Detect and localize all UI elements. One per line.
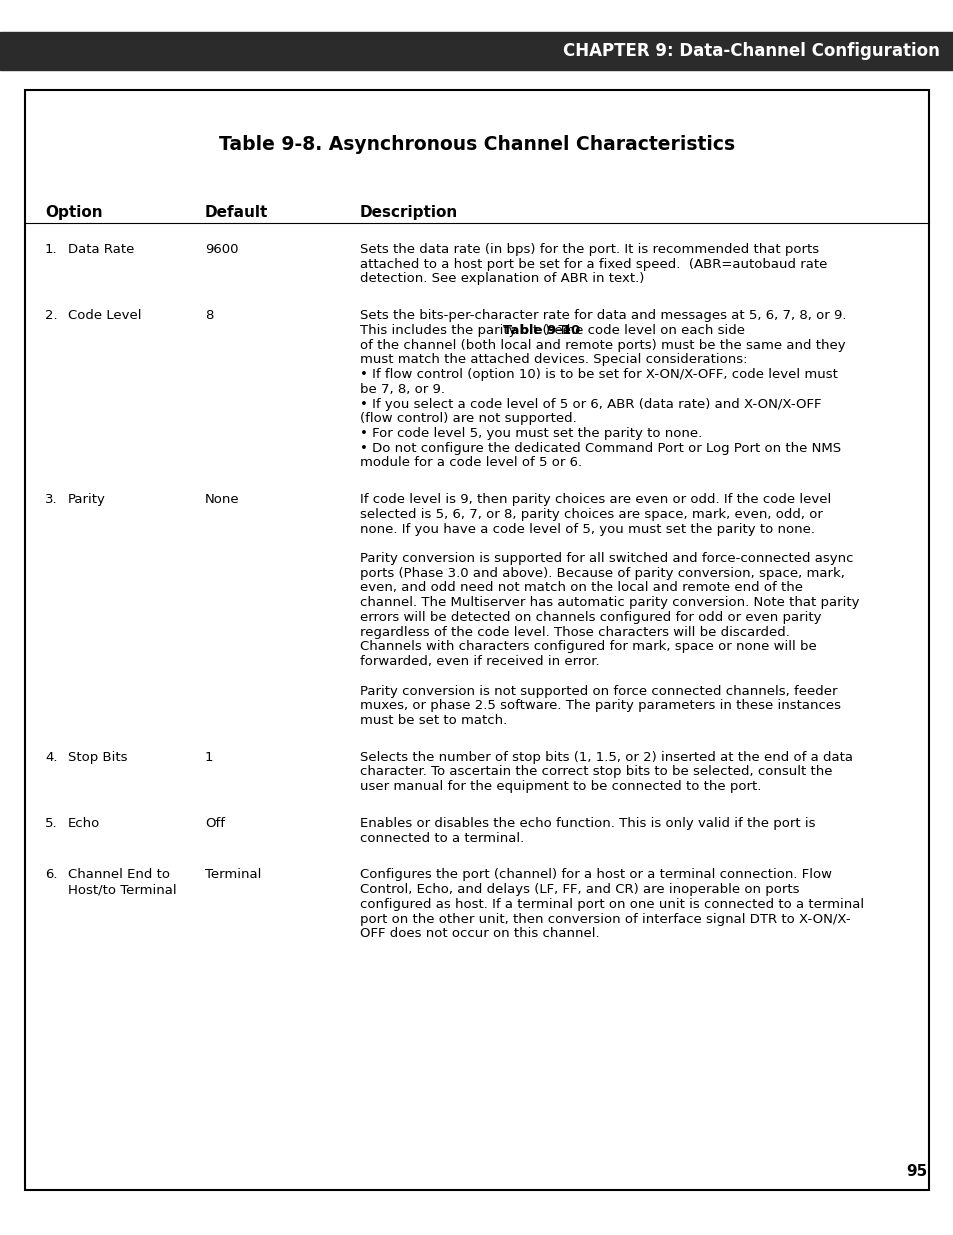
Text: channel. The Multiserver has automatic parity conversion. Note that parity: channel. The Multiserver has automatic p… xyxy=(359,597,859,609)
Text: Selects the number of stop bits (1, 1.5, or 2) inserted at the end of a data: Selects the number of stop bits (1, 1.5,… xyxy=(359,751,852,763)
Text: 3.: 3. xyxy=(45,493,57,506)
Text: Description: Description xyxy=(359,205,457,220)
Text: Table 9-8. Asynchronous Channel Characteristics: Table 9-8. Asynchronous Channel Characte… xyxy=(218,135,735,154)
Text: Stop Bits: Stop Bits xyxy=(68,751,128,763)
Text: Echo: Echo xyxy=(68,816,100,830)
Text: Code Level: Code Level xyxy=(68,309,141,322)
Text: (flow control) are not supported.: (flow control) are not supported. xyxy=(359,412,577,425)
Text: attached to a host port be set for a fixed speed.  (ABR=autobaud rate: attached to a host port be set for a fix… xyxy=(359,258,826,270)
Text: detection. See explanation of ABR in text.): detection. See explanation of ABR in tex… xyxy=(359,273,643,285)
Text: of the channel (both local and remote ports) must be the same and they: of the channel (both local and remote po… xyxy=(359,338,844,352)
Text: Channels with characters configured for mark, space or none will be: Channels with characters configured for … xyxy=(359,641,816,653)
Text: • For code level 5, you must set the parity to none.: • For code level 5, you must set the par… xyxy=(359,427,701,440)
Text: Sets the data rate (in bps) for the port. It is recommended that ports: Sets the data rate (in bps) for the port… xyxy=(359,243,819,256)
Text: errors will be detected on channels configured for odd or even parity: errors will be detected on channels conf… xyxy=(359,611,821,624)
Text: Parity conversion is supported for all switched and force-connected async: Parity conversion is supported for all s… xyxy=(359,552,853,566)
Text: Parity conversion is not supported on force connected channels, feeder: Parity conversion is not supported on fo… xyxy=(359,684,837,698)
Text: Enables or disables the echo function. This is only valid if the port is: Enables or disables the echo function. T… xyxy=(359,816,815,830)
Text: Off: Off xyxy=(205,816,225,830)
Text: connected to a terminal.: connected to a terminal. xyxy=(359,831,524,845)
Text: forwarded, even if received in error.: forwarded, even if received in error. xyxy=(359,655,599,668)
Text: OFF does not occur on this channel.: OFF does not occur on this channel. xyxy=(359,927,599,940)
Text: • If flow control (option 10) is to be set for X-ON/X-OFF, code level must: • If flow control (option 10) is to be s… xyxy=(359,368,837,382)
Text: Data Rate: Data Rate xyxy=(68,243,134,256)
Text: 2.: 2. xyxy=(45,309,57,322)
Text: must be set to match.: must be set to match. xyxy=(359,714,507,727)
Bar xyxy=(0,32,953,70)
Text: must match the attached devices. Special considerations:: must match the attached devices. Special… xyxy=(359,353,747,367)
Text: module for a code level of 5 or 6.: module for a code level of 5 or 6. xyxy=(359,457,581,469)
Text: be 7, 8, or 9.: be 7, 8, or 9. xyxy=(359,383,444,395)
Text: Configures the port (channel) for a host or a terminal connection. Flow: Configures the port (channel) for a host… xyxy=(359,868,831,882)
Text: • If you select a code level of 5 or 6, ABR (data rate) and X-ON/X-OFF: • If you select a code level of 5 or 6, … xyxy=(359,398,821,410)
Text: Sets the bits-per-character rate for data and messages at 5, 6, 7, 8, or 9.: Sets the bits-per-character rate for dat… xyxy=(359,309,845,322)
Text: 1: 1 xyxy=(205,751,213,763)
Text: Control, Echo, and delays (LF, FF, and CR) are inoperable on ports: Control, Echo, and delays (LF, FF, and C… xyxy=(359,883,799,897)
Text: Option: Option xyxy=(45,205,103,220)
Text: 95: 95 xyxy=(905,1165,927,1179)
Text: Channel End to: Channel End to xyxy=(68,868,170,882)
Text: CHAPTER 9: Data-Channel Configuration: CHAPTER 9: Data-Channel Configuration xyxy=(562,42,939,61)
Text: Terminal: Terminal xyxy=(205,868,261,882)
Text: ports (Phase 3.0 and above). Because of parity conversion, space, mark,: ports (Phase 3.0 and above). Because of … xyxy=(359,567,844,579)
Text: 9600: 9600 xyxy=(205,243,238,256)
Text: none. If you have a code level of 5, you must set the parity to none.: none. If you have a code level of 5, you… xyxy=(359,522,814,536)
Text: even, and odd need not match on the local and remote end of the: even, and odd need not match on the loca… xyxy=(359,582,802,594)
Text: regardless of the code level. Those characters will be discarded.: regardless of the code level. Those char… xyxy=(359,626,789,638)
Text: 4.: 4. xyxy=(45,751,57,763)
Text: If code level is 9, then parity choices are even or odd. If the code level: If code level is 9, then parity choices … xyxy=(359,493,830,506)
Text: ). The code level on each side: ). The code level on each side xyxy=(544,324,744,337)
Text: Host/to Terminal: Host/to Terminal xyxy=(68,883,176,897)
Text: selected is 5, 6, 7, or 8, parity choices are space, mark, even, odd, or: selected is 5, 6, 7, or 8, parity choice… xyxy=(359,508,822,521)
Text: 8: 8 xyxy=(205,309,213,322)
Text: • Do not configure the dedicated Command Port or Log Port on the NMS: • Do not configure the dedicated Command… xyxy=(359,442,841,454)
Text: 6.: 6. xyxy=(45,868,57,882)
Text: Parity: Parity xyxy=(68,493,106,506)
Text: user manual for the equipment to be connected to the port.: user manual for the equipment to be conn… xyxy=(359,781,760,793)
Text: None: None xyxy=(205,493,239,506)
Text: Default: Default xyxy=(205,205,268,220)
Text: character. To ascertain the correct stop bits to be selected, consult the: character. To ascertain the correct stop… xyxy=(359,766,832,778)
Text: port on the other unit, then conversion of interface signal DTR to X-ON/X-: port on the other unit, then conversion … xyxy=(359,913,850,925)
Text: 5.: 5. xyxy=(45,816,57,830)
Text: Table 9-10: Table 9-10 xyxy=(502,324,579,337)
Text: This includes the parity bit (see: This includes the parity bit (see xyxy=(359,324,575,337)
Text: muxes, or phase 2.5 software. The parity parameters in these instances: muxes, or phase 2.5 software. The parity… xyxy=(359,699,841,713)
FancyBboxPatch shape xyxy=(25,90,928,1191)
Text: configured as host. If a terminal port on one unit is connected to a terminal: configured as host. If a terminal port o… xyxy=(359,898,863,911)
Text: 1.: 1. xyxy=(45,243,57,256)
